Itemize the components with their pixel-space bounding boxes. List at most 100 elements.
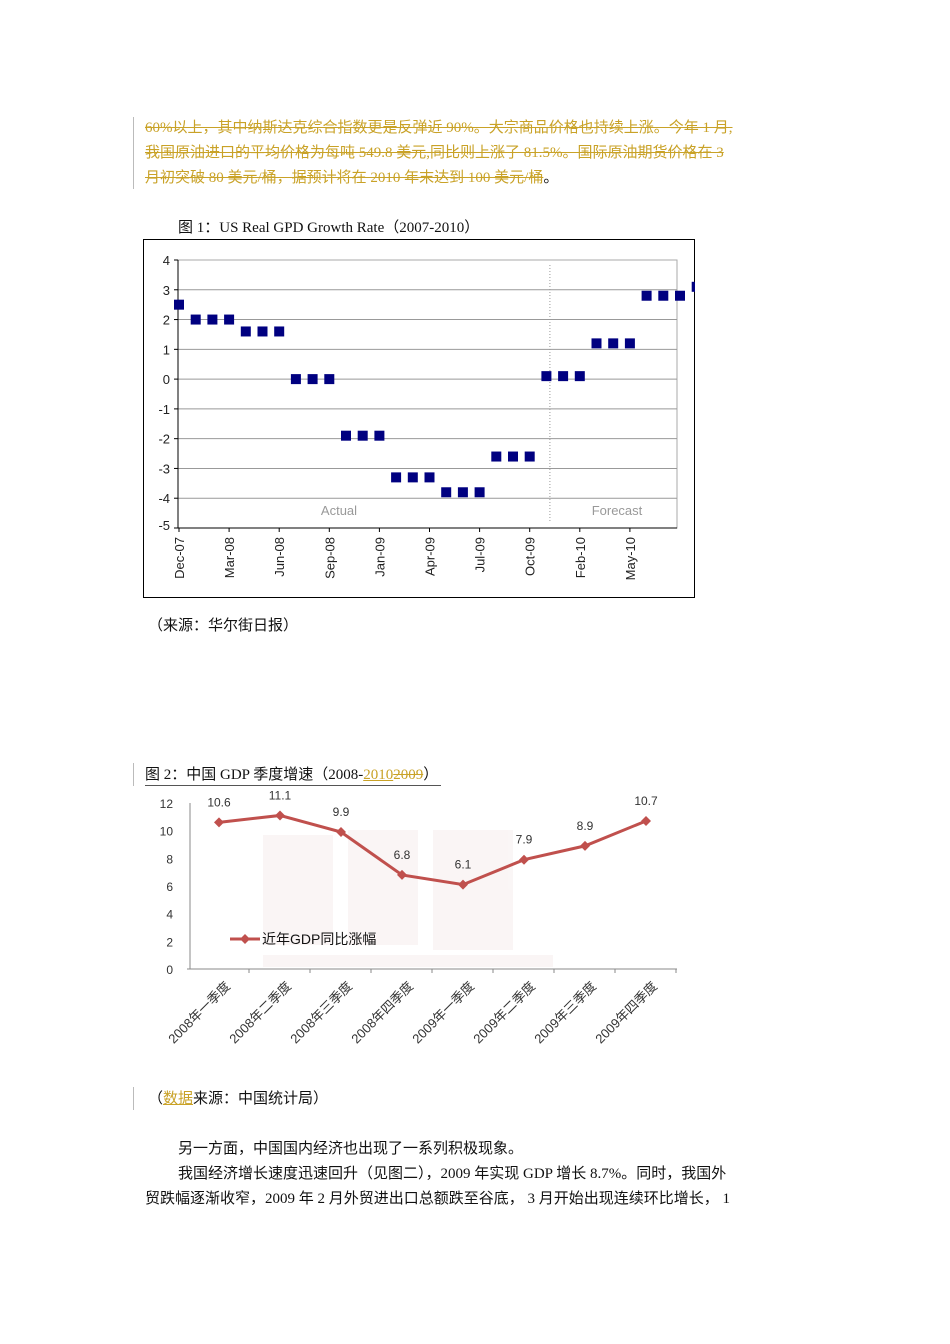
y-tick-label: -4 [158, 491, 170, 506]
data-point [224, 314, 235, 325]
y-tick-label: -3 [158, 461, 170, 476]
data-label: 6.8 [394, 848, 411, 862]
body-line: 贸跌幅逐渐收窄，2009 年 2 月外贸进出口总额跌至谷底， 3 月开始出现连续… [145, 1191, 731, 1207]
figure2-caption: 图 2：中国 GDP 季度增速（2008-20102009） [145, 765, 442, 786]
data-point [658, 290, 669, 301]
figure1-caption: 图 1：US Real GPD Growth Rate（2007-2010） [178, 220, 480, 236]
data-point [591, 338, 602, 349]
body-line: 另一方面，中国国内经济也出现了一系列积极现象。 [178, 1141, 524, 1157]
watermark-logo [263, 830, 553, 967]
data-point [457, 487, 468, 498]
change-bar [133, 763, 134, 786]
data-label: 10.6 [207, 795, 231, 809]
data-point [508, 451, 518, 462]
y-tick-label: 3 [163, 283, 170, 298]
data-point [580, 840, 590, 851]
watermark-shape [433, 830, 513, 950]
china-gdp-chart: 12 10 8 6 4 2 0 2008年一季度2008年二季度2008年三季度2008年四季… [160, 790, 677, 1047]
deleted-text-line: 我国原油进口的平均价格为每吨 549.8 美元,同比则上涨了 81.5%。国际原… [145, 145, 724, 161]
y-tick-label: 0 [166, 963, 173, 977]
y-tick-label: 4 [163, 253, 170, 268]
x-tick-label: Apr-09 [423, 537, 438, 576]
data-label: 9.9 [333, 805, 350, 819]
caption-text: ） [423, 767, 439, 783]
x-tick-label: Feb-10 [573, 537, 588, 578]
change-bar [133, 117, 134, 189]
x-tick-label: 2008年二季度 [226, 979, 294, 1047]
watermark-shape [348, 830, 418, 945]
deleted-text-line: 60%以上，其中纳斯达克综合指数更是反弹近 90%。大宗商品价格也持续上涨。今年… [145, 120, 733, 136]
y-tick-label: -1 [158, 402, 170, 417]
x-tick-label: Sep-08 [322, 537, 337, 579]
data-point [519, 854, 529, 865]
x-tick-label: 2009年四季度 [592, 979, 660, 1047]
x-tick-label: Dec-07 [172, 537, 187, 579]
end-mark: 。 [543, 170, 559, 186]
x-tick-label: Oct-09 [523, 537, 538, 576]
data-point [307, 374, 318, 385]
data-point [274, 326, 285, 337]
x-tick-label: 2008年四季度 [348, 979, 416, 1047]
data-label: 8.9 [577, 819, 594, 833]
x-tick-label: Jul-09 [473, 537, 488, 572]
data-link[interactable]: 数据 [163, 1091, 194, 1107]
data-point [691, 281, 695, 292]
caption-text: 图 2：中国 GDP 季度增速（2008- [145, 767, 364, 783]
data-point [374, 430, 385, 441]
data-point [324, 374, 335, 385]
data-point [341, 430, 351, 441]
watermark-shape [263, 835, 333, 945]
data-label: 6.1 [455, 858, 472, 872]
data-label: 10.7 [634, 794, 658, 808]
y-tick-label: 2 [163, 313, 170, 328]
data-point [407, 472, 418, 483]
x-tick-label: 2009年一季度 [409, 979, 477, 1047]
data-label: 7.9 [516, 833, 533, 847]
annotation-forecast: Forecast [592, 503, 643, 518]
data-point [214, 817, 224, 828]
source-text: 来源：中国统计局） [193, 1091, 329, 1107]
data-point [524, 451, 535, 462]
x-tick-label: Mar-08 [222, 537, 237, 578]
data-point [641, 815, 651, 826]
data-point [641, 290, 652, 301]
figure2-source: （数据来源：中国统计局） [148, 1089, 328, 1109]
y-tick-label: 6 [166, 880, 173, 894]
y-tick-label: 1 [163, 342, 170, 357]
x-tick-label: 2008年一季度 [165, 979, 233, 1047]
data-point [240, 326, 251, 337]
y-tick-label: 10 [160, 825, 174, 839]
body-line: 我国经济增长速度迅速回升（见图二），2009 年实现 GDP 增长 8.7%。同… [178, 1166, 727, 1182]
data-point [558, 371, 569, 382]
x-tick-label: Jan-09 [372, 537, 387, 577]
data-point [207, 314, 218, 325]
x-tick-label: Jun-08 [272, 537, 287, 577]
x-tick-label: 2009年二季度 [470, 979, 538, 1047]
source-text: （ [148, 1091, 164, 1107]
data-point [474, 487, 485, 498]
deleted-text-line: 月初突破 80 美元/桶，据预计将在 2010 年末达到 100 美元/桶。 [145, 168, 558, 188]
data-point [624, 338, 635, 349]
data-point [391, 472, 402, 483]
data-point [441, 487, 452, 498]
y-tick-label: 4 [166, 908, 173, 922]
deleted-text: 月初突破 80 美元/桶，据预计将在 2010 年末达到 100 美元/桶 [145, 170, 544, 186]
annotation-actual: Actual [321, 503, 357, 518]
x-tick-label: 2008年三季度 [287, 979, 355, 1047]
data-point [491, 451, 502, 462]
data-point [174, 299, 184, 310]
figure1-source: （来源：华尔街日报） [148, 618, 299, 634]
data-label: 11.1 [269, 790, 292, 802]
data-point [397, 869, 407, 880]
data-point [290, 374, 301, 385]
data-point [458, 879, 468, 890]
chart-border [143, 239, 695, 598]
y-tick-label: 0 [163, 372, 170, 387]
series-line [218, 813, 647, 887]
data-point [608, 338, 619, 349]
y-tick-label: 8 [166, 852, 173, 866]
y-tick-label: 2 [166, 935, 173, 949]
legend-label: 近年GDP同比涨幅 [262, 931, 376, 947]
watermark-shape [263, 955, 553, 967]
y-tick-label: -5 [158, 518, 170, 533]
